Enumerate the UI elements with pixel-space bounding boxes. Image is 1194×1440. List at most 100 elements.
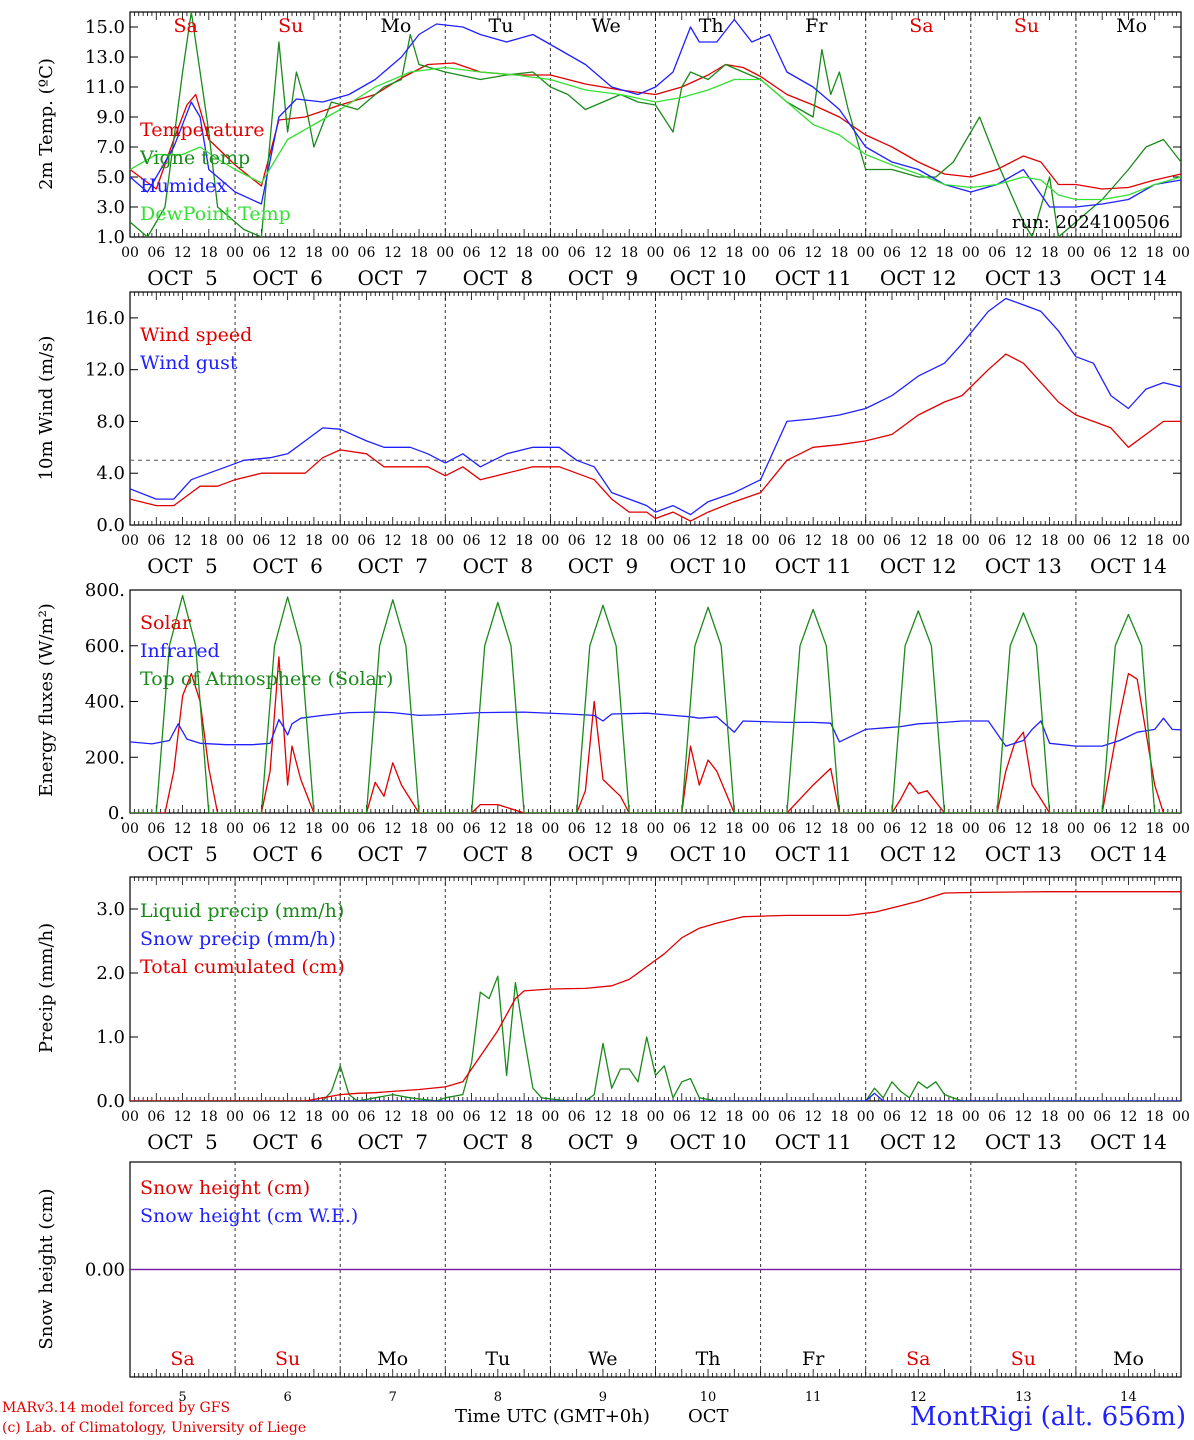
energy-series-infrared [130,711,1181,747]
wind-y-tick-label: 12.0 [85,360,125,381]
date-label: OCT 9 [568,842,638,866]
day-number-label: 8 [494,1390,502,1405]
snow-weekday-label: Fr [802,1348,825,1370]
precip-y-axis-label: Precip (mm/h) [36,923,57,1053]
hour-label: 06 [1093,1109,1111,1125]
hour-label: 12 [699,1109,717,1125]
hour-label: 18 [305,533,323,549]
date-label: OCT 7 [358,554,428,578]
precip-legend-total-cumulated-cm-: Total cumulated (cm) [140,956,345,978]
hour-label: 12 [279,533,297,549]
temperature-panel: 1.0 3.0 5.0 7.0 9.0 11.0 13.0 15.0 2m Temp. (ºC)… [36,11,1190,290]
wind-y-tick-label: 8.0 [96,411,125,432]
wind-legend-wind-speed: Wind speed [140,324,252,346]
hour-label: 06 [147,1109,165,1125]
date-label: OCT 6 [252,842,322,866]
temperature-y-tick-label: 3.0 [96,197,125,218]
hour-label: 18 [620,245,638,261]
hour-label: 06 [358,533,376,549]
day-number-label: 11 [805,1390,822,1405]
hour-label: 18 [620,533,638,549]
hour-label: 18 [936,533,954,549]
hour-label: 00 [436,821,454,837]
hour-label: 18 [725,821,743,837]
date-label: OCT 14 [1090,554,1167,578]
weekday-label: Fr [805,15,828,37]
date-label: OCT 11 [775,266,852,290]
date-label: OCT 8 [463,266,533,290]
hour-label: 18 [410,533,428,549]
hour-label-final: 00 [1172,1109,1190,1125]
day-number-label: 13 [1015,1390,1032,1405]
hour-label: 06 [988,821,1006,837]
energy-y-tick-label: 400. [85,692,125,713]
date-label: OCT 6 [252,554,322,578]
hour-label: 00 [962,1109,980,1125]
hour-label: 00 [226,1109,244,1125]
hour-label: 18 [1146,533,1164,549]
hour-label: 06 [883,533,901,549]
temperature-series-temperature [130,62,1181,190]
hour-label: 06 [673,245,691,261]
snow-legend-snow-height-cm-: Snow height (cm) [140,1177,310,1199]
hour-label: 12 [384,533,402,549]
hour-label: 12 [1120,533,1138,549]
temperature-series-dewpoint-temp [130,66,1181,201]
hour-label: 12 [909,821,927,837]
hour-label: 06 [252,533,270,549]
hour-label: 12 [489,821,507,837]
hour-label: 12 [804,245,822,261]
energy-y-tick-label: 0. [108,803,125,824]
temperature-y-tick-label: 11.0 [85,77,125,98]
snow-weekday-label: Sa [906,1348,930,1370]
hour-label: 06 [568,821,586,837]
hour-label: 00 [1067,245,1085,261]
energy-y-tick-label: 800. [85,580,125,601]
hour-label: 06 [883,245,901,261]
hour-label: 18 [620,1109,638,1125]
wind-y-tick-label: 4.0 [96,463,125,484]
date-label: OCT 7 [358,266,428,290]
station-label: MontRigi (alt. 656m) [910,1402,1186,1432]
day-number-label: 9 [599,1390,607,1405]
weekday-label: Su [1014,15,1039,37]
hour-label: 12 [1014,533,1032,549]
hour-label: 12 [174,821,192,837]
hour-label: 18 [305,821,323,837]
date-label: OCT 14 [1090,266,1167,290]
date-label: OCT 12 [880,266,957,290]
hour-label: 18 [1041,245,1059,261]
weekday-label: Tu [489,15,514,37]
hour-label: 06 [147,533,165,549]
hour-label: 00 [857,245,875,261]
hour-label: 12 [489,1109,507,1125]
hour-label: 06 [673,821,691,837]
hour-label: 06 [147,821,165,837]
hour-label: 00 [331,533,349,549]
date-label: OCT 5 [147,266,217,290]
wind-y-tick-label: 0.0 [96,515,125,536]
hour-label: 00 [647,245,665,261]
wind-y-axis-label: 10m Wind (m/s) [36,336,57,481]
hour-label: 18 [515,245,533,261]
hour-label: 06 [673,533,691,549]
hour-label: 18 [1041,533,1059,549]
hour-label: 00 [541,245,559,261]
hour-label: 12 [384,1109,402,1125]
day-number-label: 12 [910,1390,927,1405]
hour-label: 00 [752,533,770,549]
weekday-label: Sa [909,15,933,37]
hour-label: 00 [1067,1109,1085,1125]
precip-series-liquid-precip-mm-h- [130,975,1181,1101]
model-credit: MARv3.14 model forced by GFS [2,1400,231,1416]
temperature-y-tick-label: 5.0 [96,167,125,188]
hour-label: 12 [804,1109,822,1125]
hour-label: 00 [647,821,665,837]
day-number-label: 7 [389,1390,397,1405]
date-label: OCT 10 [670,266,747,290]
energy-legend-top-of-atmosphere-solar-: Top of Atmosphere (Solar) [140,668,393,690]
hour-label-final: 00 [1172,821,1190,837]
hour-label: 06 [463,1109,481,1125]
hour-label: 12 [1120,1109,1138,1125]
